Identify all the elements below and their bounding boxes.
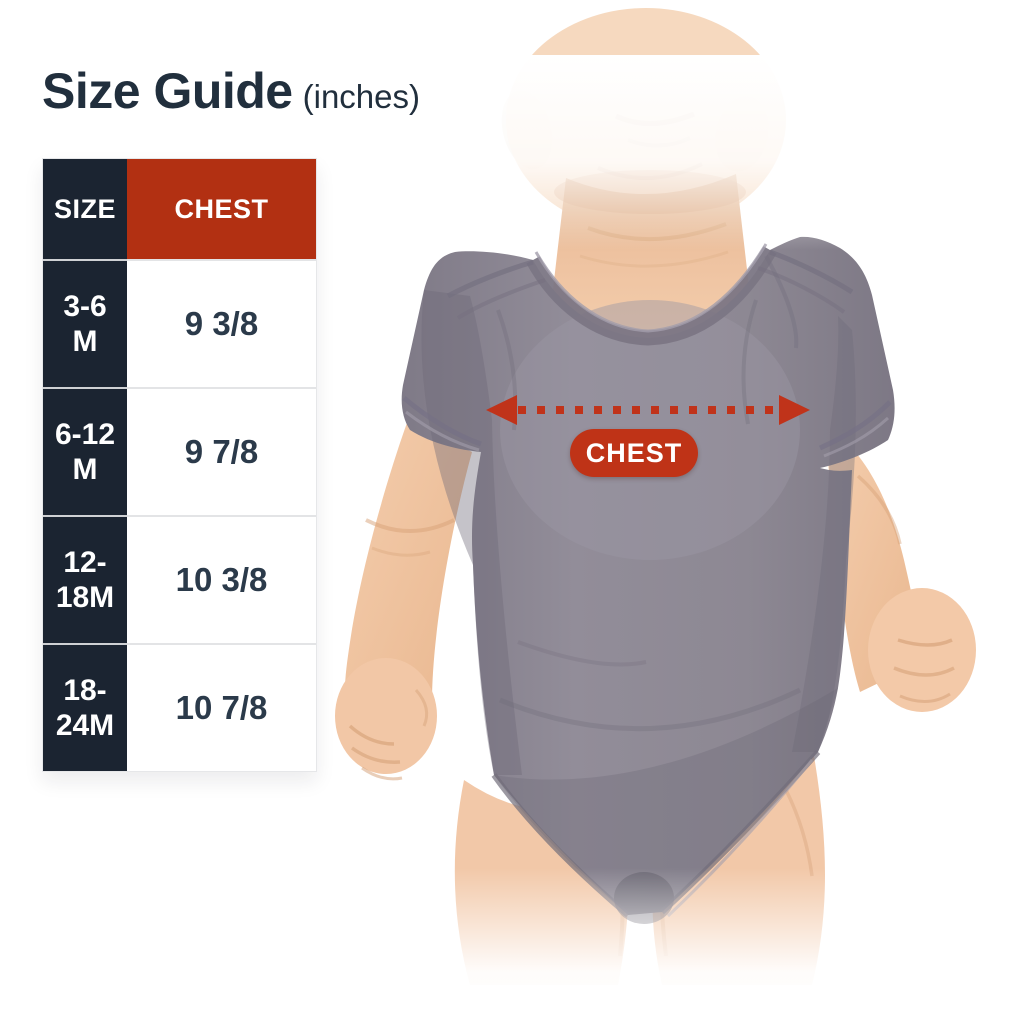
chest-cell-row1: 9 3/8 — [127, 259, 316, 387]
onesie-collar — [526, 246, 777, 346]
bottom-fade — [330, 868, 1024, 1024]
top-fade — [400, 55, 860, 250]
chest-arrow-left-icon — [486, 395, 517, 425]
size-cell-row3: 12- 18M — [43, 515, 127, 643]
size-column-header: SIZE — [43, 159, 127, 259]
baby-left-fist — [335, 658, 437, 774]
sleeve-hem-right — [818, 400, 892, 451]
baby-left-arm — [335, 420, 472, 781]
title-unit: (inches) — [302, 78, 420, 115]
page-title-text: Size Guide — [42, 63, 293, 119]
onesie-shoulder-flap-left — [446, 259, 546, 320]
baby-right-arm — [828, 440, 976, 712]
page-title: Size Guide (inches) — [42, 62, 420, 120]
size-cell-row4: 18- 24M — [43, 643, 127, 771]
chest-column-header: CHEST — [127, 159, 316, 259]
chest-label-pill: CHEST — [570, 429, 698, 477]
chest-arrow-right-icon — [779, 395, 810, 425]
chest-label-text: CHEST — [585, 437, 683, 468]
size-cell-row2: 6-12 M — [43, 387, 127, 515]
onesie-shoulder-flap-right — [757, 249, 854, 349]
size-table: SIZE CHEST 3-6 M 9 3/8 6-12 M 9 7/8 12- … — [42, 158, 317, 772]
chest-measure-line — [486, 395, 810, 425]
sleeve-hem-left — [402, 396, 482, 447]
chest-cell-row4: 10 7/8 — [127, 643, 316, 771]
baby-right-fist — [868, 588, 976, 712]
chest-cell-row2: 9 7/8 — [127, 387, 316, 515]
chest-cell-row3: 10 3/8 — [127, 515, 316, 643]
size-cell-row1: 3-6 M — [43, 259, 127, 387]
